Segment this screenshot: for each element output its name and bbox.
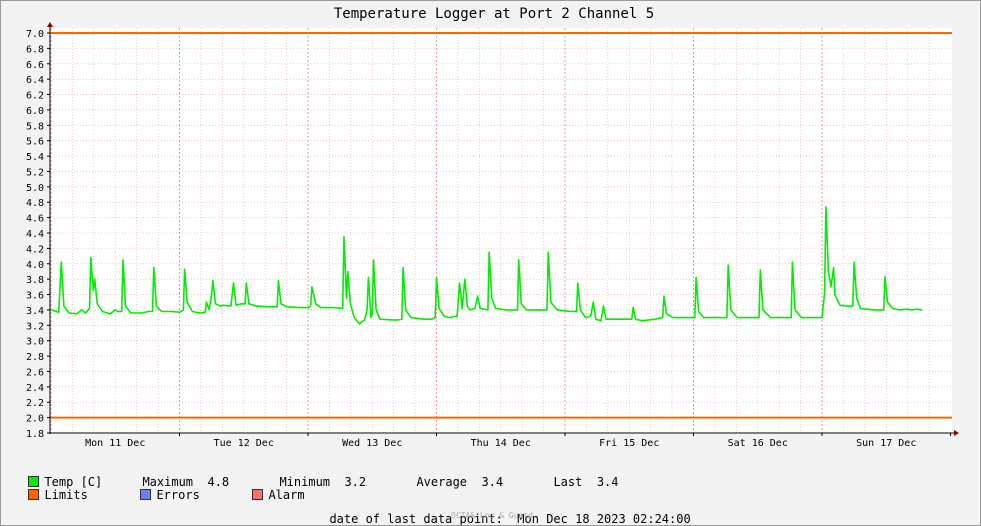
legend-limits: Limits — [14, 476, 88, 502]
y-tick-label: 5.0 — [26, 183, 44, 194]
max-label: Maximum — [142, 475, 194, 489]
y-tick-label: 6.4 — [26, 75, 44, 86]
y-tick-label: 4.8 — [26, 198, 44, 209]
y-tick-label: 3.4 — [26, 306, 44, 317]
y-tick-label: 5.6 — [26, 137, 44, 148]
y-tick-label: 5.8 — [26, 121, 44, 132]
axes — [47, 22, 959, 436]
avg-value: 3.4 — [481, 475, 504, 489]
y-tick-label: 4.6 — [26, 214, 44, 225]
x-tick-label: Sun 17 Dec — [856, 438, 916, 449]
last-label: Last — [553, 475, 583, 489]
legend-alarm-label: Alarm — [268, 488, 305, 502]
grid-lines — [50, 28, 952, 434]
avg-label: Average — [416, 475, 468, 489]
y-axis-arrow — [47, 22, 53, 27]
last-data-label: date of last data point: — [329, 512, 503, 526]
max-value: 4.8 — [207, 475, 230, 489]
y-tick-label: 1.8 — [26, 429, 44, 440]
x-tick-label: Mon 11 Dec — [85, 438, 145, 449]
y-tick-label: 5.2 — [26, 167, 44, 178]
x-tick-label: Tue 12 Dec — [214, 438, 274, 449]
plot-area — [50, 28, 952, 434]
y-tick-label: 3.2 — [26, 321, 44, 332]
legend-errors: Errors — [126, 476, 200, 502]
x-tick-label: Thu 14 Dec — [471, 438, 531, 449]
legend-last: Last 3.4 — [539, 463, 619, 489]
legend-minimum: Minimum 3.2 — [265, 463, 366, 489]
x-tick-label: Fri 15 Dec — [599, 438, 659, 449]
min-label: Minimum — [279, 475, 331, 489]
series-line-temp — [50, 206, 923, 325]
min-value: 3.2 — [344, 475, 367, 489]
chart-title: Temperature Logger at Port 2 Channel 5 — [334, 6, 654, 22]
temp-swatch — [28, 476, 40, 487]
y-tick-label: 7.0 — [26, 29, 44, 40]
y-tick-label: 3.0 — [26, 337, 44, 348]
series-group — [50, 206, 923, 325]
x-tick-label: Sat 16 Dec — [728, 438, 788, 449]
y-tick-label: 4.2 — [26, 244, 44, 255]
y-tick-label: 6.0 — [26, 106, 44, 117]
legend-temp-label: Temp [C] — [44, 475, 103, 489]
y-tick-label: 2.8 — [26, 352, 44, 363]
legend-alarm: Alarm — [238, 476, 305, 502]
alarm-swatch — [252, 489, 264, 500]
last-value: 3.4 — [596, 475, 619, 489]
y-tick-label: 6.2 — [26, 91, 44, 102]
errors-swatch — [140, 489, 152, 500]
y-tick-label: 6.8 — [26, 44, 44, 55]
legend-errors-label: Errors — [156, 488, 200, 502]
y-tick-label: 4.4 — [26, 229, 44, 240]
y-tick-label: 2.4 — [26, 383, 44, 394]
legend-maximum: Maximum 4.8 — [128, 463, 229, 489]
watermark: OCTA& Log & Guard — [451, 511, 533, 520]
y-tick-label: 2.6 — [26, 367, 44, 378]
x-tick-label: Wed 13 Dec — [342, 438, 402, 449]
x-axis-arrow — [954, 430, 959, 436]
y-tick-label: 2.0 — [26, 414, 44, 425]
legend-limits-label: Limits — [44, 488, 88, 502]
y-tick-label: 4.0 — [26, 260, 44, 271]
legend-temp: Temp [C] — [14, 463, 102, 489]
last-data-point: date of last data point: Mon Dec 18 2023… — [315, 500, 691, 526]
y-tick-label: 5.4 — [26, 152, 44, 163]
legend-average: Average 3.4 — [402, 463, 503, 489]
y-axis-ticks: 1.8 2.0 2.2 2.4 2.6 2.8 3.0 3.2 3.4 3.6 3.8 4.0 4.2 4… — [26, 29, 50, 440]
x-axis-ticks: Mon 11 Dec Tue 12 Dec Wed 13 Dec Thu 14 Dec… — [85, 433, 951, 449]
limit-lines — [50, 32, 952, 419]
y-tick-label: 2.2 — [26, 398, 44, 409]
y-tick-label: 3.6 — [26, 291, 44, 302]
last-data-value: Mon Dec 18 2023 02:24:00 — [517, 512, 691, 526]
y-tick-label: 6.6 — [26, 60, 44, 71]
limits-swatch — [28, 489, 40, 500]
y-tick-label: 3.8 — [26, 275, 44, 286]
